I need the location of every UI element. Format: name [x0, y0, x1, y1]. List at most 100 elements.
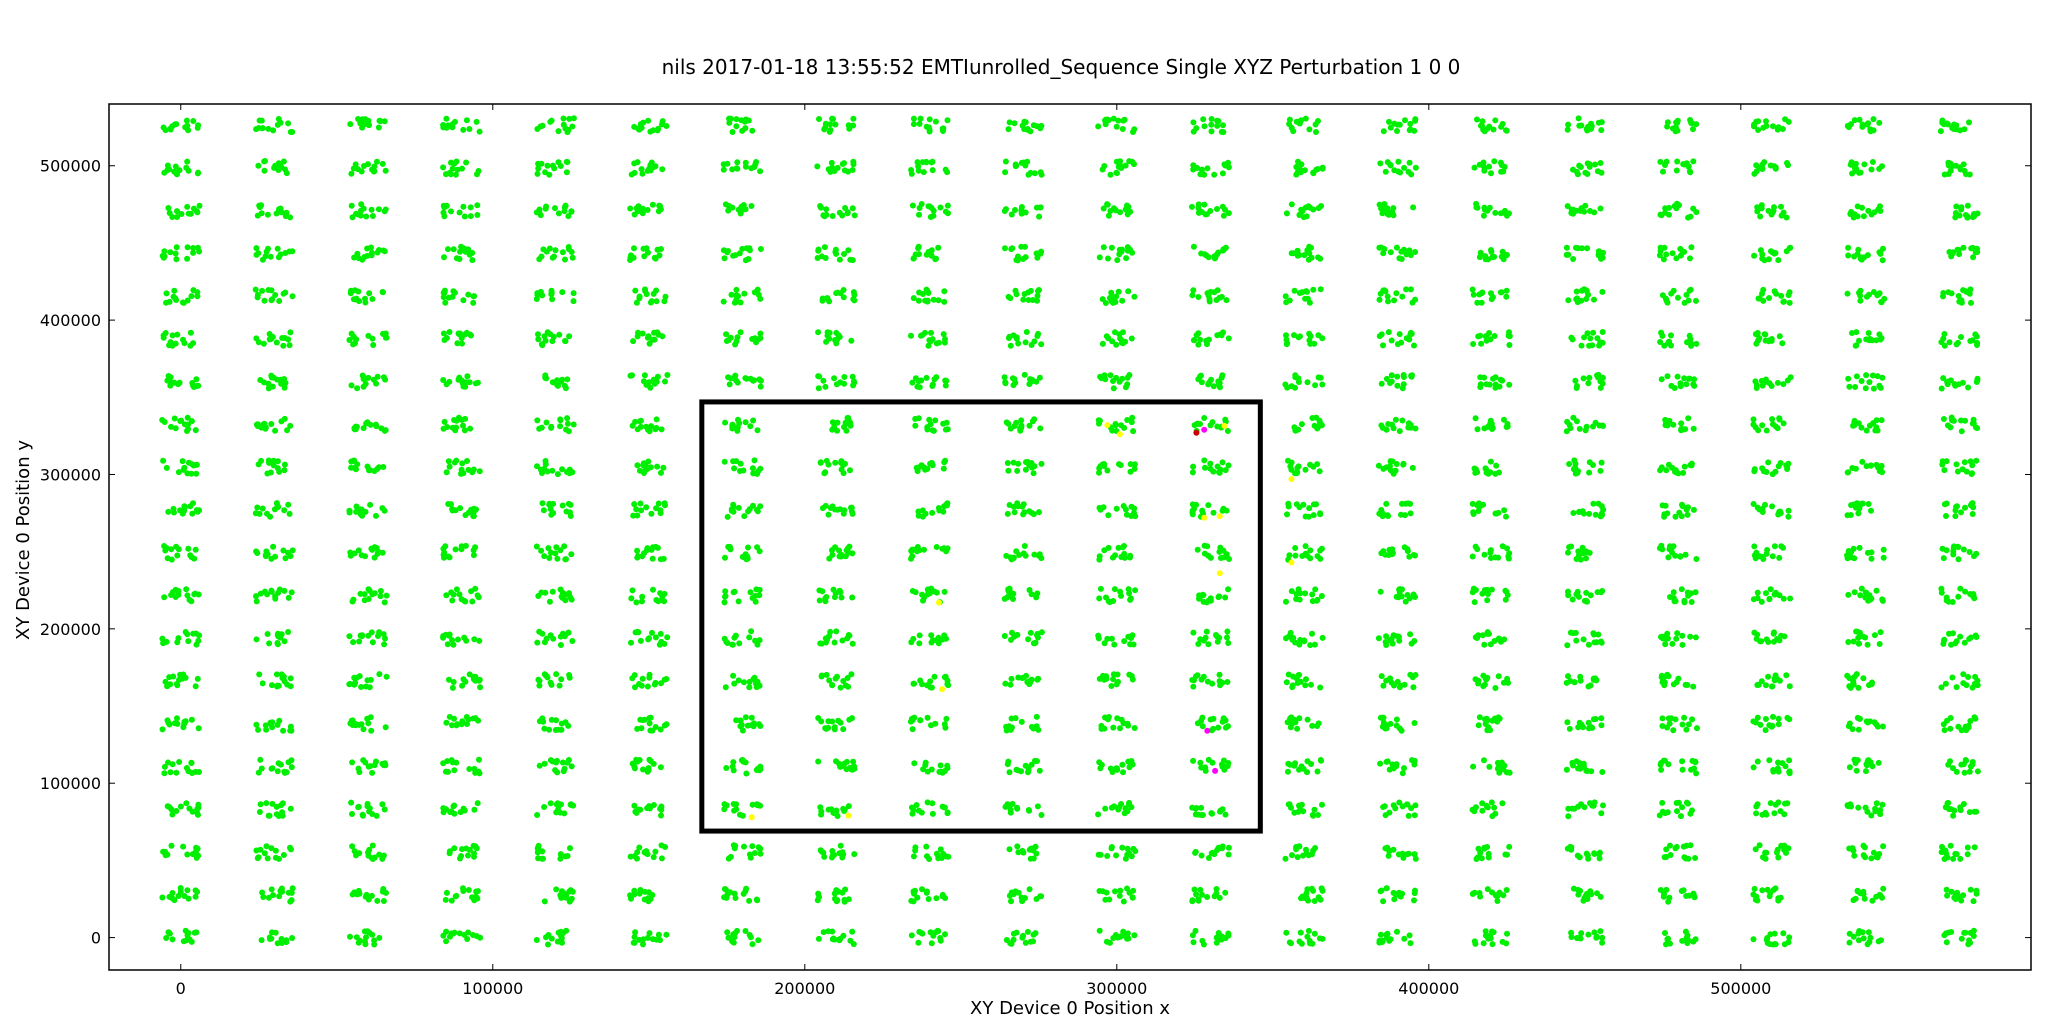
- scatter-point: [928, 459, 935, 466]
- scatter-point: [1962, 504, 1968, 511]
- scatter-point: [363, 934, 369, 941]
- scatter-point: [1940, 375, 1947, 382]
- scatter-point: [1674, 808, 1680, 815]
- scatter-point: [827, 628, 834, 635]
- scatter-point: [749, 465, 756, 472]
- scatter-point: [1291, 287, 1298, 294]
- scatter-point: [278, 938, 285, 944]
- scatter-point: [1130, 845, 1137, 852]
- scatter-point: [1131, 293, 1138, 300]
- scatter-point: [1201, 457, 1208, 464]
- scatter-point: [358, 552, 365, 559]
- scatter-point: [629, 372, 635, 379]
- scatter-point: [832, 337, 838, 343]
- scatter-point: [1013, 291, 1020, 298]
- scatter-point: [944, 810, 951, 817]
- scatter-point: [1108, 804, 1115, 811]
- scatter-point: [1681, 463, 1688, 470]
- scatter-point: [380, 898, 387, 904]
- scatter-point: [1659, 799, 1666, 806]
- scatter-point: [1880, 885, 1887, 892]
- scatter-point: [1307, 642, 1314, 649]
- scatter-point: [1022, 243, 1028, 250]
- scatter-point: [360, 726, 367, 733]
- scatter-point: [1947, 725, 1954, 732]
- scatter-point: [474, 212, 481, 218]
- scatter-point: [1664, 422, 1671, 429]
- scatter-point: [631, 802, 638, 809]
- scatter-point: [1855, 937, 1862, 944]
- scatter-point: [1200, 941, 1207, 948]
- scatter-point: [1690, 890, 1697, 897]
- scatter-point: [1124, 211, 1131, 218]
- scatter-point: [1953, 684, 1960, 691]
- scatter-point: [184, 887, 191, 894]
- scatter-point: [724, 929, 731, 936]
- scatter-point: [1384, 930, 1391, 937]
- scatter-point: [1775, 759, 1781, 766]
- scatter-point: [1292, 372, 1299, 379]
- scatter-point: [452, 507, 459, 514]
- scatter-point: [270, 543, 277, 550]
- scatter-point: [841, 898, 848, 905]
- scatter-point: [161, 594, 168, 601]
- scatter-point: [1503, 424, 1510, 430]
- scatter-point: [477, 684, 484, 691]
- scatter-point: [452, 546, 459, 553]
- scatter-point: [448, 897, 455, 904]
- scatter-point: [1103, 938, 1110, 945]
- scatter-point: [1750, 764, 1757, 771]
- scatter-point: [1285, 768, 1291, 775]
- scatter-point: [1318, 757, 1325, 764]
- scatter-point: [631, 939, 638, 946]
- scatter-point: [1399, 803, 1406, 810]
- scatter-point: [180, 938, 187, 945]
- scatter-point: [722, 593, 729, 600]
- scatter-point: [1406, 336, 1413, 343]
- scatter-point: [193, 208, 200, 215]
- scatter-point: [1583, 296, 1590, 302]
- scatter-point: [195, 591, 202, 598]
- scatter-point: [1390, 846, 1397, 853]
- scatter-point: [1394, 373, 1401, 380]
- scatter-point: [1847, 684, 1854, 691]
- scatter-point: [1757, 247, 1764, 254]
- scatter-point: [1006, 769, 1013, 776]
- scatter-point: [270, 457, 277, 464]
- scatter-point: [289, 885, 296, 892]
- scatter-point: [1110, 676, 1117, 683]
- scatter-point: [1867, 934, 1874, 941]
- scatter-point: [648, 510, 655, 517]
- scatter-point: [1195, 330, 1202, 337]
- scatter-point: [1768, 336, 1775, 342]
- scatter-point: [1679, 937, 1686, 944]
- scatter-point: [910, 806, 917, 813]
- scatter-point: [912, 887, 918, 894]
- scatter-point: [1100, 244, 1107, 251]
- scatter-point: [825, 928, 832, 935]
- scatter-point: [1668, 342, 1674, 349]
- scatter-point: [1482, 256, 1489, 263]
- scatter-point: [1011, 509, 1018, 516]
- scatter-point: [1198, 379, 1205, 386]
- scatter-point: [942, 336, 948, 343]
- scatter-point: [178, 417, 185, 424]
- scatter-point: [1096, 553, 1103, 560]
- scatter-point: [347, 933, 353, 940]
- scatter-point: [941, 503, 948, 510]
- scatter-point: [562, 202, 569, 209]
- scatter-point: [1220, 329, 1227, 336]
- scatter-point: [457, 855, 463, 862]
- scatter-point: [1010, 554, 1017, 561]
- scatter-point: [469, 257, 476, 264]
- scatter-point: [1403, 286, 1410, 293]
- scatter-point: [1971, 714, 1978, 721]
- scatter-point: [1964, 844, 1971, 851]
- scatter-point: [472, 715, 479, 722]
- scatter-point: [1474, 469, 1481, 476]
- scatter-point: [1941, 932, 1948, 939]
- scatter-point: [659, 593, 666, 600]
- scatter-point: [1863, 768, 1869, 775]
- scatter-point: [383, 673, 390, 680]
- scatter-point: [443, 938, 450, 945]
